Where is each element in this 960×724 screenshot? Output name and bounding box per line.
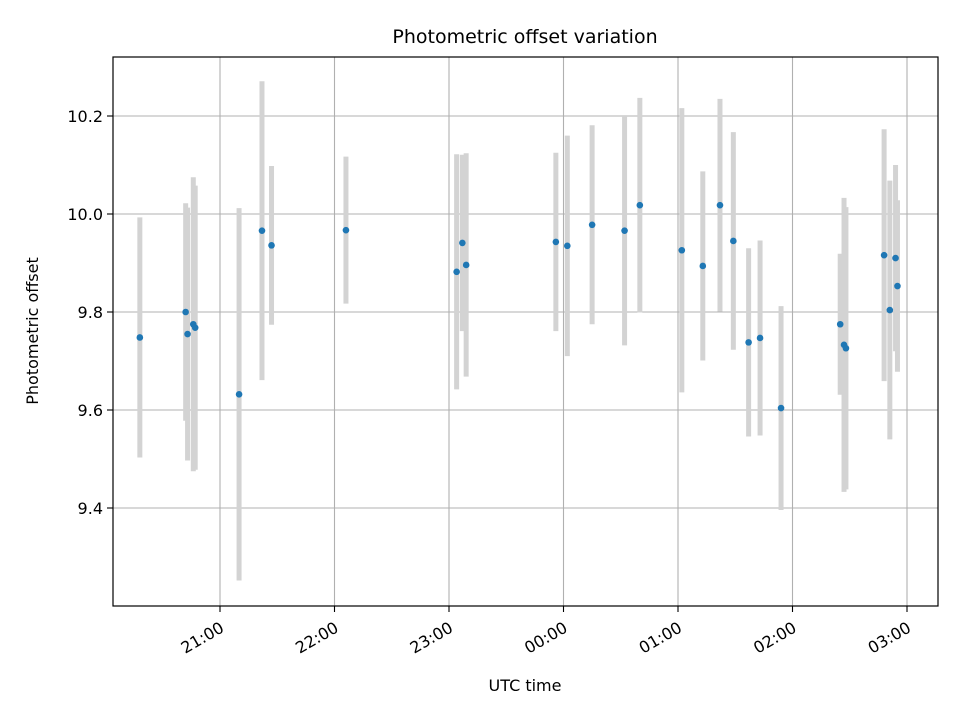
plot-frame bbox=[112, 56, 939, 607]
data-point bbox=[730, 237, 737, 245]
data-point bbox=[894, 282, 901, 290]
x-axis-label: UTC time bbox=[489, 676, 562, 695]
data-point bbox=[699, 262, 707, 270]
x-tick-label: 02:00 bbox=[750, 618, 799, 658]
y-tick-label: 10.0 bbox=[67, 205, 103, 224]
data-point bbox=[184, 330, 191, 338]
data-point bbox=[745, 339, 752, 346]
data-point bbox=[678, 246, 686, 254]
data-point bbox=[552, 238, 560, 246]
data-point bbox=[588, 221, 596, 229]
chart-title: Photometric offset variation bbox=[392, 26, 657, 48]
grid bbox=[113, 57, 938, 606]
x-tick-label: 21:00 bbox=[178, 618, 227, 658]
data-point bbox=[136, 334, 144, 341]
data-point bbox=[836, 320, 844, 328]
x-tick-label: 01:00 bbox=[636, 618, 685, 658]
y-tick-label: 9.6 bbox=[78, 401, 103, 420]
data-point bbox=[716, 201, 724, 209]
x-tick-label: 22:00 bbox=[292, 618, 341, 658]
data-point bbox=[268, 242, 275, 249]
data-point bbox=[621, 227, 628, 234]
data-point bbox=[453, 268, 460, 276]
error-bars bbox=[137, 81, 900, 581]
data-point bbox=[880, 251, 888, 259]
data-point bbox=[886, 306, 894, 314]
data-point bbox=[258, 227, 266, 234]
y-tick-label: 9.4 bbox=[78, 499, 103, 518]
data-point bbox=[182, 308, 189, 316]
data-point bbox=[564, 242, 571, 250]
x-tick-label: 03:00 bbox=[865, 618, 914, 658]
x-tick-label: 00:00 bbox=[521, 618, 570, 658]
y-axis-ticks: 9.4 9.6 9.8 10.0 10.2 bbox=[67, 107, 113, 518]
y-tick-label: 9.8 bbox=[78, 303, 103, 322]
x-tick-label: 23:00 bbox=[407, 618, 456, 658]
data-point bbox=[842, 344, 850, 352]
data-points bbox=[136, 201, 901, 412]
y-tick-label: 10.2 bbox=[67, 107, 103, 126]
data-point bbox=[756, 334, 764, 342]
data-point bbox=[636, 201, 644, 209]
data-point bbox=[777, 404, 785, 412]
data-point bbox=[342, 226, 350, 234]
data-point bbox=[191, 324, 199, 331]
y-axis-label: Photometric offset bbox=[23, 257, 42, 405]
data-point bbox=[459, 239, 466, 247]
data-point bbox=[462, 261, 470, 269]
data-point bbox=[235, 391, 243, 398]
x-axis-ticks: 21:00 22:00 23:00 00:00 01:00 02:00 03:00 bbox=[178, 606, 914, 657]
data-point bbox=[892, 254, 899, 262]
